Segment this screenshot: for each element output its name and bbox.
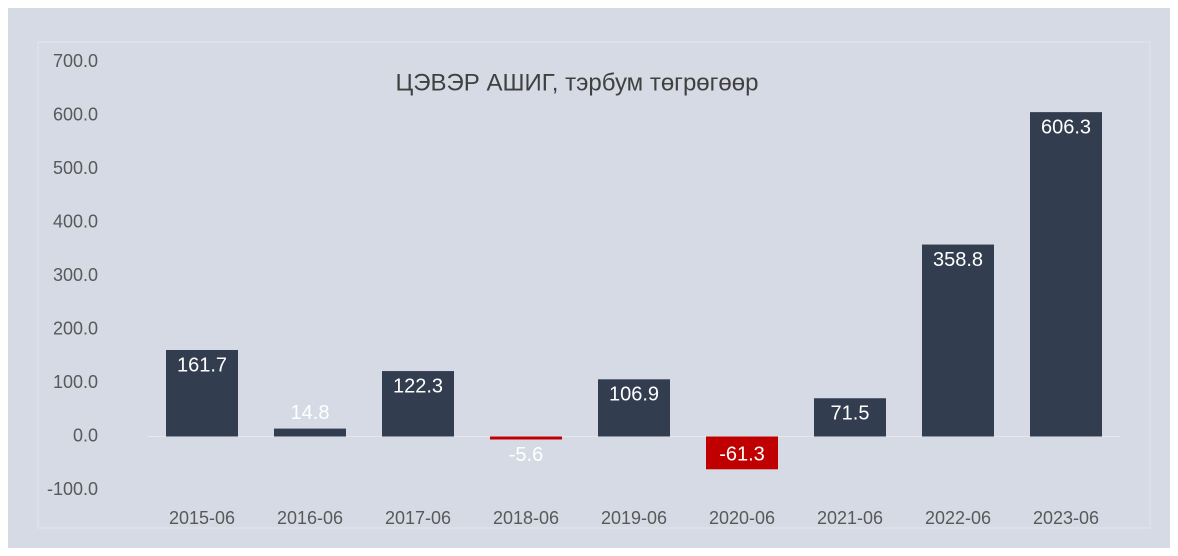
x-tick-label: 2020-06 <box>709 508 775 528</box>
bar <box>706 436 778 470</box>
x-tick-label: 2016-06 <box>277 508 343 528</box>
data-label: -5.6 <box>509 444 543 466</box>
x-tick-label: 2022-06 <box>925 508 991 528</box>
data-label: 122.3 <box>393 375 443 397</box>
x-tick-label: 2015-06 <box>169 508 235 528</box>
chart-title: ЦЭВЭР АШИГ, тэрбум төгрөгөөр <box>396 69 759 96</box>
bar <box>382 371 454 437</box>
data-label: 161.7 <box>177 354 227 376</box>
bar <box>490 436 562 440</box>
y-tick-label: 700.0 <box>53 51 98 71</box>
x-tick-label: 2021-06 <box>817 508 883 528</box>
y-tick-label: 200.0 <box>53 318 98 338</box>
y-tick-label: 300.0 <box>53 265 98 285</box>
y-tick-label: 500.0 <box>53 158 98 178</box>
y-tick-label: 400.0 <box>53 211 98 231</box>
bar <box>166 349 238 437</box>
plot-border <box>37 41 1151 529</box>
data-label: 71.5 <box>831 403 870 425</box>
bar <box>814 398 886 437</box>
y-tick-label: 0.0 <box>73 425 98 445</box>
y-tick-label: -100.0 <box>47 479 98 499</box>
data-label: 106.9 <box>609 384 659 406</box>
x-tick-label: 2017-06 <box>385 508 451 528</box>
y-tick-label: 600.0 <box>53 104 98 124</box>
data-label: 606.3 <box>1041 116 1091 138</box>
bar <box>1030 112 1102 437</box>
data-label: 358.8 <box>933 249 983 271</box>
bar <box>274 428 346 437</box>
data-label: 14.8 <box>291 402 330 424</box>
bar <box>922 244 994 437</box>
x-tick-label: 2019-06 <box>601 508 667 528</box>
x-tick-label: 2018-06 <box>493 508 559 528</box>
x-tick-label: 2023-06 <box>1033 508 1099 528</box>
data-label: -61.3 <box>719 444 765 466</box>
bar <box>598 379 670 437</box>
y-tick-label: 100.0 <box>53 372 98 392</box>
